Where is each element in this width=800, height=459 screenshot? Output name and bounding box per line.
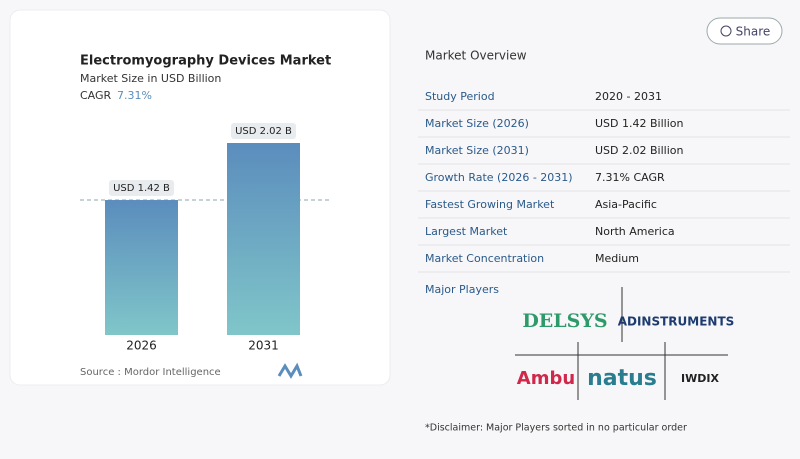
players-title: Major Players [425, 283, 499, 296]
disclaimer: *Disclaimer: Major Players sorted in no … [425, 423, 687, 434]
share-text[interactable]: Share [736, 25, 771, 39]
overview-label: Market Size (2031) [425, 144, 529, 157]
bar [227, 143, 300, 335]
overview-label: Largest Market [425, 225, 508, 238]
player-logo: ADINSTRUMENTS [618, 315, 735, 329]
overview-label: Market Concentration [425, 252, 544, 265]
x-tick-label: 2031 [248, 339, 279, 353]
overview-label: Market Size (2026) [425, 117, 529, 130]
value-label: USD 2.02 B [235, 126, 292, 137]
overview-value: USD 2.02 Billion [595, 144, 683, 157]
overview-label: Fastest Growing Market [425, 198, 555, 211]
overview-value: USD 1.42 Billion [595, 117, 683, 130]
overview-value: North America [595, 225, 675, 238]
overview-value: Medium [595, 252, 639, 265]
player-logo: IWDIX [681, 372, 719, 385]
cagr-value: 7.31% [117, 89, 152, 102]
cagr-label: CAGR [80, 89, 112, 102]
overview-value: 7.31% CAGR [595, 171, 665, 184]
player-logo: natus [587, 366, 657, 391]
chart-subtitle: Market Size in USD Billion [80, 72, 221, 85]
share-icon[interactable] [720, 25, 732, 37]
chart-title: Electromyography Devices Market [80, 54, 331, 69]
bar [105, 200, 178, 335]
value-label: USD 1.42 B [113, 183, 170, 194]
overview-label: Study Period [425, 90, 495, 103]
source: Source : Mordor Intelligence [80, 367, 221, 378]
share-button[interactable] [706, 17, 783, 45]
x-tick-label: 2026 [126, 339, 157, 353]
value-label-box [109, 180, 174, 197]
overview-title: Market Overview [425, 49, 527, 63]
overview-value: Asia-Pacific [595, 198, 657, 211]
overview-label: Growth Rate (2026 - 2031) [425, 171, 573, 184]
player-logo: Ambu [517, 368, 575, 389]
player-logo: DELSYS [522, 310, 607, 332]
value-label-box [231, 123, 296, 139]
brand-logo [277, 362, 303, 379]
overview-value: 2020 - 2031 [595, 90, 662, 103]
